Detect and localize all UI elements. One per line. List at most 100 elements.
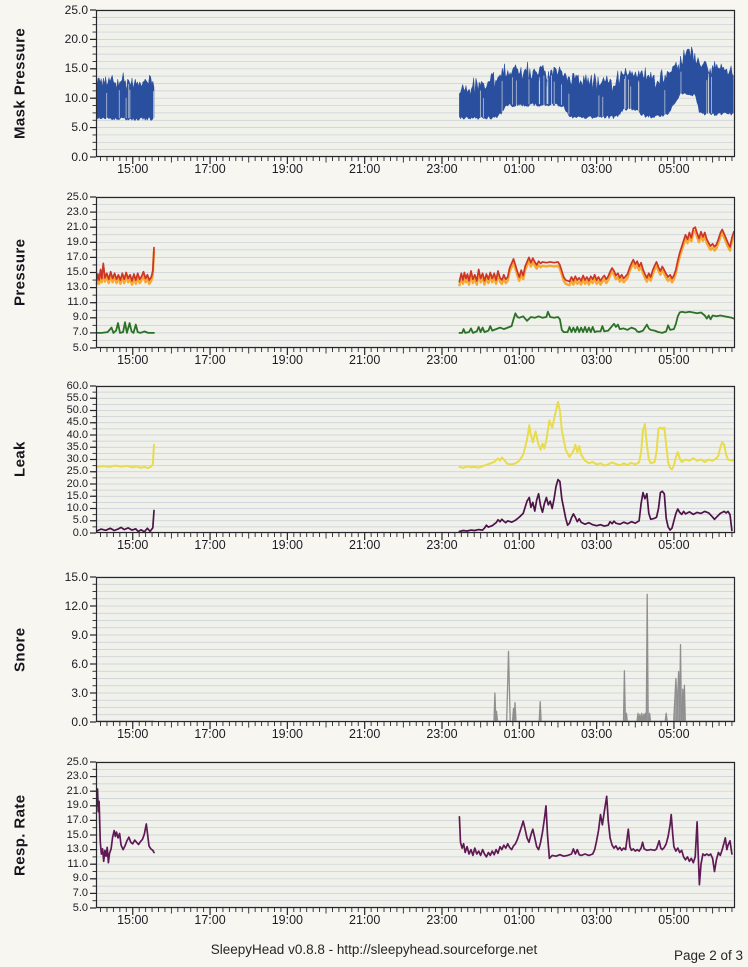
y-tick-label: 5.0: [72, 901, 88, 914]
x-tick-label: 15:00: [117, 913, 149, 927]
mask-pressure-plot-area: [90, 9, 736, 164]
pressure-x-axis-labels: 15:00 17:00 19:00 21:00 23:00 01:00 03:00 05:00: [96, 353, 735, 369]
y-tick-label: 15.0: [64, 61, 88, 76]
y-tick-label: 60.0: [66, 379, 88, 392]
y-tick-label: 40.0: [66, 428, 88, 441]
leak-x-axis-labels: 15:00 17:00 19:00 21:00 23:00 01:00 03:00 05:00: [96, 538, 735, 554]
plot-svg: [90, 761, 736, 915]
y-tick-label: 5.0: [72, 341, 88, 354]
snore-y-axis-labels: 15.0 12.0 9.0 6.0 3.0 0.0: [42, 570, 92, 728]
y-tick-label: 35.0: [66, 440, 88, 453]
x-tick-label: 01:00: [503, 727, 535, 741]
y-tick-label: 17.0: [66, 813, 88, 826]
pressure-y-axis-labels: 25.0 23.0 21.0 19.0 17.0 15.0 13.0 11.0 9.0 7.0 5.…: [42, 191, 92, 354]
x-tick-label: 15:00: [117, 353, 149, 367]
y-tick-label: 15.0: [66, 266, 88, 278]
y-tick-label: 30.0: [66, 453, 88, 465]
x-tick-label: 15:00: [117, 538, 149, 552]
y-tick-label: 25.0: [66, 755, 88, 768]
resp-rate-plot-area: [90, 761, 736, 915]
snore-x-axis-labels: 15:00 17:00 19:00 21:00 23:00 01:00 03:00 05:00: [96, 727, 735, 743]
y-tick-label: 55.0: [66, 391, 88, 404]
y-tick-label: 19.0: [66, 235, 88, 248]
x-tick-label: 23:00: [426, 727, 458, 741]
x-tick-label: 05:00: [658, 162, 690, 176]
x-tick-label: 03:00: [580, 538, 613, 552]
y-tick-label: 12.0: [64, 598, 88, 613]
plot-svg: [90, 576, 736, 729]
x-tick-label: 21:00: [349, 727, 381, 741]
x-tick-label: 03:00: [580, 162, 613, 176]
x-tick-label: 23:00: [426, 162, 458, 176]
x-tick-label: 19:00: [271, 162, 303, 176]
y-tick-label: 20.0: [64, 31, 88, 46]
y-tick-label: 9.0: [72, 311, 88, 324]
y-tick-label: 11.0: [67, 857, 88, 870]
page-footer: SleepyHead v0.8.8 - http://sleepyhead.so…: [0, 940, 748, 964]
y-tick-label: 9.0: [71, 627, 88, 642]
x-tick-label: 01:00: [503, 162, 535, 176]
y-tick-label: 6.0: [71, 656, 88, 671]
y-tick-label: 25.0: [66, 190, 88, 203]
y-tick-label: 21.0: [66, 784, 88, 797]
y-tick-label: 13.0: [66, 281, 88, 294]
x-tick-label: 17:00: [194, 913, 226, 927]
x-tick-label: 17:00: [194, 162, 226, 176]
x-tick-label: 19:00: [271, 913, 303, 927]
y-tick-label: 0.0: [72, 526, 88, 539]
x-tick-label: 21:00: [349, 162, 381, 176]
y-tick-label: 3.0: [71, 685, 88, 700]
y-tick-label: 45.0: [66, 416, 88, 429]
y-tick-label: 13.0: [66, 843, 88, 856]
y-tick-label: 21.0: [66, 220, 88, 233]
y-tick-label: 10.0: [64, 90, 88, 105]
x-tick-label: 17:00: [194, 353, 226, 367]
y-tick-label: 10.0: [66, 502, 88, 514]
x-tick-label: 15:00: [117, 727, 149, 741]
plot-svg: [90, 196, 736, 355]
y-tick-label: 9.0: [72, 872, 88, 885]
mask-pressure-x-axis-labels: 15:00 17:00 19:00 21:00 23:00 01:00 03:00 05:00: [96, 162, 735, 178]
x-tick-label: 21:00: [349, 538, 381, 552]
y-tick-label: 0.0: [71, 714, 88, 729]
x-tick-label: 01:00: [503, 538, 535, 552]
y-tick-label: 23.0: [66, 205, 88, 218]
leak-axis-title: Leak: [11, 441, 29, 478]
resp-rate-axis-title: Resp. Rate: [11, 794, 29, 876]
x-tick-label: 03:00: [580, 913, 613, 927]
x-tick-label: 03:00: [580, 727, 613, 741]
snore-axis-title: Snore: [11, 627, 29, 672]
pressure-plot-area: [90, 196, 736, 355]
x-tick-label: 21:00: [349, 353, 381, 367]
y-tick-label: 50.0: [66, 404, 88, 416]
y-tick-label: 15.0: [66, 828, 88, 841]
x-tick-label: 21:00: [349, 913, 381, 927]
mask-pressure-axis-title: Mask Pressure: [11, 27, 29, 140]
page-number: Page 2 of 3: [673, 948, 743, 963]
y-tick-label: 7.0: [72, 326, 88, 339]
x-tick-label: 15:00: [117, 162, 149, 176]
snore-plot-area: [90, 576, 736, 729]
x-tick-label: 17:00: [194, 727, 226, 741]
y-tick-label: 7.0: [72, 886, 88, 899]
x-tick-label: 05:00: [658, 538, 690, 552]
x-tick-label: 03:00: [580, 353, 613, 367]
x-tick-label: 23:00: [426, 353, 458, 367]
y-tick-label: 11.0: [67, 296, 88, 309]
y-tick-label: 5.0: [72, 514, 88, 527]
leak-y-axis-labels: 60.0 55.0 50.0 45.0 40.0 35.0 30.0 25.0 20.0 15.0…: [42, 380, 92, 539]
x-tick-label: 01:00: [503, 913, 535, 927]
x-tick-label: 19:00: [271, 727, 303, 741]
mask-pressure-y-axis-labels: 25.0 20.0 15.0 10.0 5.0 0.0: [42, 3, 92, 163]
y-tick-label: 19.0: [66, 799, 88, 812]
leak-plot-area: [90, 385, 736, 540]
x-tick-label: 05:00: [658, 727, 690, 741]
x-tick-label: 23:00: [426, 913, 458, 927]
y-tick-label: 0.0: [71, 149, 88, 164]
y-tick-label: 25.0: [64, 2, 88, 17]
plot-svg: [90, 9, 736, 164]
resp-rate-x-axis-labels: 15:00 17:00 19:00 21:00 23:00 01:00 03:00 05:00: [96, 913, 735, 929]
y-tick-label: 15.0: [64, 569, 88, 584]
x-tick-label: 19:00: [271, 353, 303, 367]
